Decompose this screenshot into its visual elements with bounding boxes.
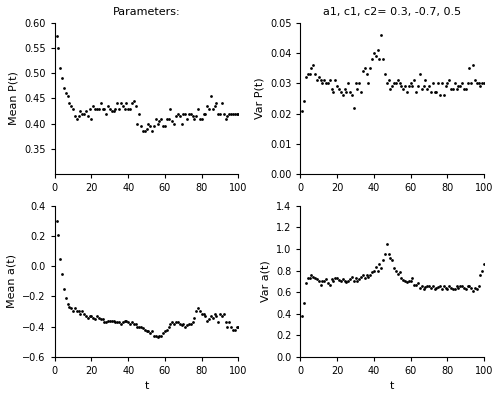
Y-axis label: Mean P(t): Mean P(t) [8, 72, 18, 125]
X-axis label: t: t [144, 381, 149, 391]
Y-axis label: Var a(t): Var a(t) [260, 260, 270, 302]
X-axis label: t: t [390, 381, 394, 391]
Title: Parameters:: Parameters: [113, 7, 180, 17]
Y-axis label: Mean a(t): Mean a(t) [6, 254, 16, 308]
Y-axis label: Var P(t): Var P(t) [254, 78, 264, 119]
Title: a1, c1, c2= 0.3, -0.7, 0.5: a1, c1, c2= 0.3, -0.7, 0.5 [323, 7, 462, 17]
